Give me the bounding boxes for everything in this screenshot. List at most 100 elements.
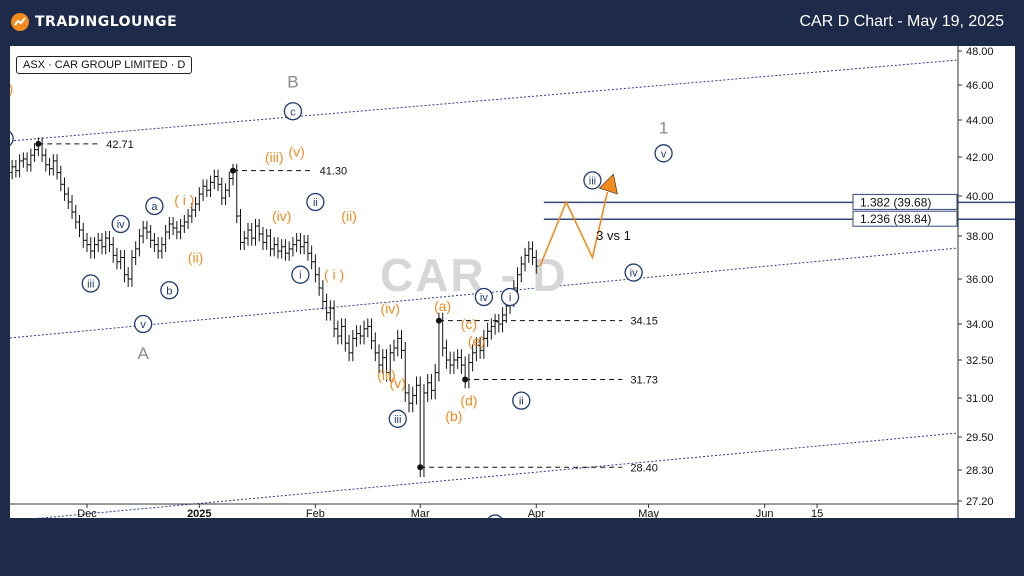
price-levels: 42.71 41.30 34.15 31.73 28.40 [35,139,658,474]
wave-label-circle: iv [474,287,494,307]
wave-label-text: iv [117,219,125,231]
time-tick-label: Mar [411,508,430,518]
price-tick-label: 42.00 [966,152,994,164]
logo-mark-icon [11,13,29,31]
projection-annotation: 3 vs 1 [596,228,631,243]
price-tick-label: 44.00 [966,115,994,127]
wave-circle [283,102,303,121]
price-tick-label: 34.00 [966,319,994,331]
wave-circle [474,287,494,307]
wave-label-text: (a) [434,298,451,314]
wave-label-text: B [287,73,298,92]
wave-label-text: (b) [445,408,462,424]
price-chart[interactable]: CAR - D 27.20 28.30 29.50 31.00 32.50 34.00 36.… [10,46,1015,518]
wave-label-text: (3) [10,81,13,97]
wave-labels: (3)5iiiiiiivabvA( i )(ii)(iii)(iv)(v)Bci… [10,73,673,518]
wave-label-text: iii [87,279,94,291]
wave-circle [111,214,130,234]
time-tick-label: Jun [756,508,774,518]
wave-label-text: (v) [390,375,406,391]
wave-label-circle: v [654,144,673,163]
wave-label-text: c [290,106,296,118]
wave-label-text: b [166,285,172,297]
price-tick-label: 28.30 [966,465,994,477]
price-tick-label: 38.00 [966,231,994,243]
wave-label-text: a [151,201,158,213]
price-tick-label: 36.00 [966,274,994,286]
wave-circle [583,171,602,190]
wave-label-text: i [509,292,511,304]
time-axis: Dec 2025 Feb Mar Apr May Jun 15 [10,503,958,518]
wave-label-text: i [299,270,301,282]
footer-bar [0,518,1024,576]
wave-label-text: ( i ) [174,192,194,208]
time-tick-label: Apr [528,508,545,518]
wave-circle [487,514,503,518]
fib-box [852,210,958,227]
wave-label-circle: v [134,314,153,334]
time-tick-label: Dec [77,508,97,518]
projection-path [539,191,609,267]
channel-line-3 [36,432,959,518]
wave-label-text: iv [630,268,638,280]
wave-circle [624,263,643,282]
price-tick-label: 27.20 [966,496,994,508]
price-tick-label: 29.50 [966,432,994,444]
wave-label-text: (iii) [265,149,284,165]
time-tick-label: Feb [306,508,325,518]
wave-label-text: ( i ) [324,267,344,283]
wave-label-text: (ii) [188,250,204,266]
wave-label-circle: iii [81,274,100,293]
wave-label-text: iii [394,414,401,426]
level-label: 31.73 [630,375,658,387]
brand-name: TRADINGLOUNGE [35,14,178,30]
fib-targets: 1.382 (39.68) 1.236 (38.84) [543,193,1015,227]
wave-label-text: (iv) [272,208,291,224]
price-tick-label: 46.00 [966,80,994,92]
level-label: 28.40 [630,462,658,474]
price-tick-label: 48.00 [966,46,994,58]
wave-circle [500,287,520,307]
chart-canvas: CAR - D 27.20 28.30 29.50 31.00 32.50 34.00 36.… [10,46,1015,518]
wave-label-circle: c [283,102,303,121]
symbol-legend[interactable]: ASX · CAR GROUP LIMITED · D [16,56,193,74]
wave-label-text: (ii) [341,208,357,224]
wave-circle [134,314,153,334]
fib-box [852,193,958,210]
wave-label-circle: ii [512,391,531,410]
brand-logo[interactable]: TRADINGLOUNGE [10,12,177,32]
wave-label-text: A [137,344,149,363]
wave-label-text: 1 [659,118,668,137]
price-axis: 27.20 28.30 29.50 31.00 32.50 34.00 36.00 38.00… [957,46,994,518]
wave-circle [654,144,673,163]
wave-label-circle: v [487,514,503,518]
fib-label: 1.236 (38.84) [860,212,931,226]
channel-line-1 [10,59,959,142]
wave-circle [306,192,325,212]
level-label: 42.71 [106,139,134,151]
wave-label-text: iii [589,175,596,187]
chart-title: CAR D Chart - May 19, 2025 [799,13,1004,30]
wave-circle [81,274,100,293]
wave-circle [145,196,164,216]
wave-label-text: (iii) [377,367,396,383]
header-bar: TRADINGLOUNGE CAR D Chart - May 19, 2025 [0,0,1024,46]
wave-circle [291,265,310,284]
wave-circle [10,131,14,146]
projection-arrow-icon [598,173,618,195]
wave-circle [160,281,179,300]
wave-label-text: (v) [288,143,304,159]
wave-label-text: ii [519,396,524,408]
wave-label-text: (iv) [381,300,400,316]
wave-circle [512,391,531,410]
price-tick-label: 32.50 [966,355,994,367]
wave-circle [388,409,407,428]
watermark-text: CAR - D [380,249,568,301]
wave-label-text: (c) [461,316,477,332]
wave-label-circle: a [145,196,164,216]
level-label: 41.30 [320,166,348,178]
wave-label-text: iv [480,292,488,304]
wave-label-circle: b [160,281,179,300]
wave-label-text: v [140,319,146,331]
wave-label-text: ii [313,197,318,209]
